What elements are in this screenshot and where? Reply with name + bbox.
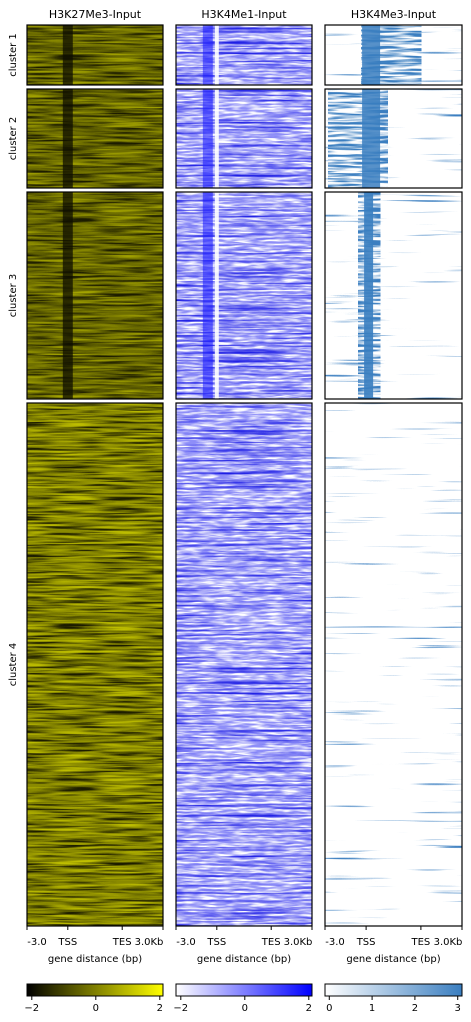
heatmap-panel	[26, 88, 164, 189]
heat-texture	[176, 25, 312, 85]
x-tick-label: 3.0Kb	[135, 937, 164, 948]
heat-texture	[176, 403, 312, 926]
panel-frame	[26, 88, 164, 189]
panel-title: H3K4Me3-Input	[351, 8, 437, 21]
tss-band	[62, 89, 73, 188]
x-tick-label: -3.0	[325, 937, 345, 948]
x-tick-label: TES	[411, 937, 431, 948]
heat-texture	[27, 403, 163, 926]
heatmap-panel	[175, 402, 313, 927]
heatmap-panel	[324, 24, 463, 86]
cluster-label: cluster 4	[8, 643, 19, 687]
cluster-label: cluster 3	[8, 274, 19, 318]
x-tick-label: 3.0Kb	[434, 937, 463, 948]
colorbar-tick-label: 2	[306, 1003, 312, 1014]
colorbar-tick-label: 3	[455, 1003, 461, 1014]
x-tick-label: TSS	[57, 937, 77, 948]
panel-frame	[324, 88, 463, 189]
panel-title: H3K27Me3-Input	[49, 8, 142, 21]
colorbar-tick-label: 0	[93, 1003, 99, 1014]
colorbar-tick-label: 1	[369, 1003, 375, 1014]
heatmap-panel	[26, 402, 164, 927]
colorbar	[175, 983, 313, 997]
x-axis-label: gene distance (bp)	[197, 954, 291, 965]
tss-band	[62, 25, 73, 85]
panel-frame	[324, 191, 463, 400]
x-tick-label: TSS	[356, 937, 376, 948]
panel-title: H3K4Me1-Input	[201, 8, 287, 21]
colorbar-tick-label: −2	[24, 1003, 39, 1014]
panel-frame	[26, 24, 164, 86]
x-axis-label: gene distance (bp)	[346, 954, 440, 965]
tss-band	[62, 192, 73, 399]
x-tick-label: TSS	[206, 937, 226, 948]
heat-texture	[176, 89, 312, 188]
heatmap-panel	[324, 191, 463, 400]
colorbar-tick-label: 2	[412, 1003, 418, 1014]
cluster-label: cluster 2	[8, 117, 19, 161]
heat-texture	[27, 25, 163, 85]
x-tick-label: -3.0	[176, 937, 196, 948]
heatmap-panel	[175, 191, 313, 400]
panel-frame	[324, 24, 463, 86]
heat-texture	[176, 192, 312, 399]
panel-frame	[175, 402, 313, 927]
panel-frame	[26, 191, 164, 400]
heat-texture	[27, 89, 163, 188]
heatmap-panel	[175, 24, 313, 86]
colorbar-tick-label: −2	[173, 1003, 188, 1014]
colorbar-tick-label: 0	[242, 1003, 248, 1014]
tss-core	[362, 25, 381, 85]
x-tick-label: TES	[261, 937, 281, 948]
panel-frame	[175, 88, 313, 189]
tss-flank	[202, 25, 213, 85]
heatmap-panel	[26, 191, 164, 400]
x-tick-label: -3.0	[27, 937, 47, 948]
heatmap-panel	[324, 402, 463, 927]
x-tick-label: 3.0Kb	[284, 937, 313, 948]
panel-frame	[324, 402, 463, 927]
colorbar	[324, 983, 463, 997]
tss-band	[214, 25, 219, 85]
tss-flank	[202, 89, 213, 188]
panel-frame	[175, 191, 313, 400]
x-tick-label: TES	[112, 937, 132, 948]
heatmap-panel	[324, 88, 463, 189]
colorbar-tick-label: 2	[157, 1003, 163, 1014]
heatmap-panel	[175, 88, 313, 189]
heat-texture	[27, 192, 163, 399]
colorbar	[26, 983, 164, 997]
panel-frame	[26, 402, 164, 927]
cluster-label: cluster 1	[8, 33, 19, 77]
x-axis-label: gene distance (bp)	[48, 954, 142, 965]
colorbar-tick-label: 0	[326, 1003, 332, 1014]
panel-frame	[175, 24, 313, 86]
tss-band	[214, 89, 219, 188]
tss-core	[364, 192, 374, 399]
heat-texture	[325, 403, 462, 926]
tss-band	[214, 192, 219, 399]
heat-texture	[325, 192, 462, 399]
tss-core	[362, 89, 381, 188]
heatmap-panel	[26, 24, 164, 86]
tss-flank	[202, 192, 213, 399]
